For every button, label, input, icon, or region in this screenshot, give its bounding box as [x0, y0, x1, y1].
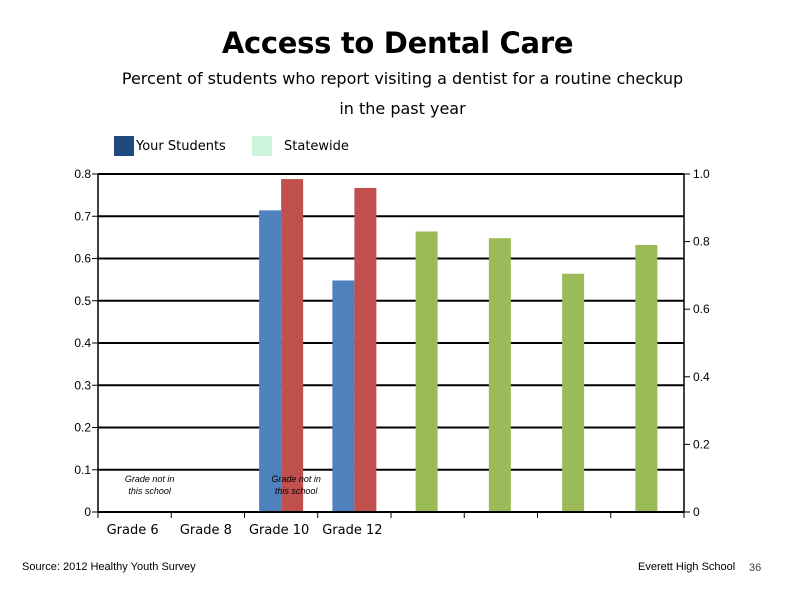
category-label: Grade 10 — [249, 523, 309, 538]
left-axis-tick-label: 0.7 — [74, 209, 91, 223]
chart-subtitle: Percent of students who report visiting … — [0, 64, 800, 124]
page-number: 36 — [749, 562, 762, 574]
legend-item-statewide: Statewide — [252, 136, 349, 156]
left-axis-tick-label: 0 — [84, 505, 91, 519]
right-axis-tick-label: 0.6 — [693, 302, 710, 316]
left-axis-tick-label: 0.2 — [74, 421, 91, 435]
chart-title: Access to Dental Care — [221, 26, 574, 60]
school-name: Everett High School — [638, 561, 736, 573]
left-axis-tick-label: 0.6 — [74, 252, 91, 266]
annotation-line-1: Grade not in — [271, 474, 321, 484]
bar-series-1-cat-3 — [354, 187, 377, 512]
annotation-line-2: this school — [128, 486, 172, 496]
annotation-line-2: this school — [275, 486, 319, 496]
legend-label-statewide: Statewide — [284, 138, 349, 154]
bar-series-1-cat-2 — [281, 179, 304, 512]
right-axis-tick-label: 0.2 — [693, 437, 710, 451]
legend-swatch-your-students — [114, 136, 134, 156]
bar-series-2-cat-5 — [488, 238, 511, 512]
category-label: Grade 12 — [322, 523, 382, 538]
bar-series-2-cat-7 — [635, 244, 658, 513]
bar-series-0-cat-3 — [332, 280, 355, 512]
left-axis-tick-label: 0.5 — [74, 294, 91, 308]
left-axis-tick-label: 0.4 — [74, 336, 91, 350]
annotation-line-1: Grade not in — [125, 474, 175, 484]
subtitle-line-2: in the past year — [339, 99, 466, 118]
bar-series-2-cat-4 — [415, 231, 438, 512]
legend-item-your-students: Your Students — [114, 136, 226, 156]
legend-swatch-statewide — [252, 136, 272, 156]
bar-series-0-cat-2 — [259, 210, 282, 512]
right-axis-tick-label: 0.4 — [693, 370, 710, 384]
right-axis-tick-label: 1.0 — [693, 167, 710, 181]
category-label: Grade 8 — [180, 523, 232, 538]
right-axis-tick-label: 0.8 — [693, 235, 710, 249]
left-axis-tick-label: 0.1 — [74, 463, 91, 477]
category-label: Grade 6 — [107, 523, 159, 538]
bar-series-2-cat-6 — [562, 273, 585, 512]
right-axis-tick-label: 0 — [693, 505, 700, 519]
subtitle-line-1: Percent of students who report visiting … — [121, 69, 684, 88]
left-axis-tick-label: 0.3 — [74, 378, 91, 392]
source-note: Source: 2012 Healthy Youth Survey — [22, 561, 196, 573]
left-axis-tick-label: 0.8 — [74, 167, 91, 181]
legend-label-your-students: Your Students — [136, 138, 226, 154]
